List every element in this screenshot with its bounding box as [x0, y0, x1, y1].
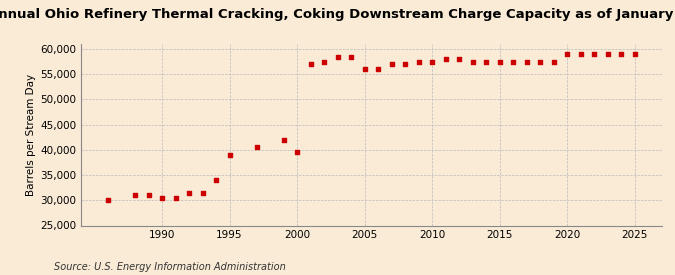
Point [197, 191, 208, 195]
Point [332, 54, 343, 59]
Point [481, 59, 491, 64]
Point [373, 67, 383, 72]
Point [319, 59, 329, 64]
Point [170, 196, 181, 200]
Point [143, 193, 154, 197]
Point [130, 193, 140, 197]
Point [562, 52, 572, 56]
Point [346, 54, 356, 59]
Point [535, 59, 545, 64]
Point [157, 196, 167, 200]
Point [454, 57, 464, 61]
Text: Source: U.S. Energy Information Administration: Source: U.S. Energy Information Administ… [54, 262, 286, 272]
Text: Annual Ohio Refinery Thermal Cracking, Coking Downstream Charge Capacity as of J: Annual Ohio Refinery Thermal Cracking, C… [0, 8, 675, 21]
Point [386, 62, 397, 66]
Point [602, 52, 613, 56]
Point [629, 52, 640, 56]
Point [494, 59, 505, 64]
Point [103, 198, 113, 202]
Point [251, 145, 262, 150]
Point [184, 191, 194, 195]
Point [427, 59, 437, 64]
Point [278, 138, 289, 142]
Point [508, 59, 518, 64]
Point [575, 52, 586, 56]
Point [292, 150, 302, 155]
Point [224, 153, 235, 157]
Point [305, 62, 316, 66]
Point [589, 52, 599, 56]
Point [400, 62, 410, 66]
Point [548, 59, 559, 64]
Point [359, 67, 370, 72]
Point [521, 59, 532, 64]
Point [467, 59, 478, 64]
Point [616, 52, 626, 56]
Point [211, 178, 221, 182]
Point [413, 59, 424, 64]
Point [440, 57, 451, 61]
Y-axis label: Barrels per Stream Day: Barrels per Stream Day [26, 74, 36, 196]
